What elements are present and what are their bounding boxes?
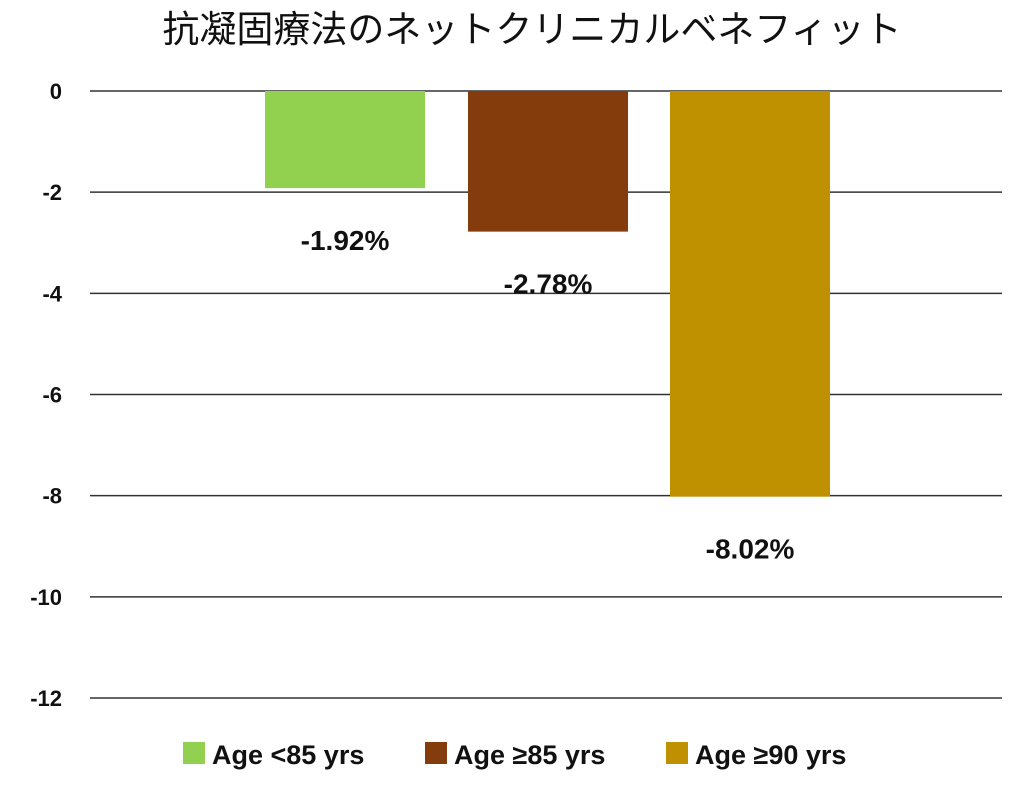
y-tick-label: 0 bbox=[50, 79, 62, 104]
legend-swatch bbox=[425, 742, 447, 764]
bar bbox=[670, 91, 830, 497]
legend-swatch bbox=[666, 742, 688, 764]
bar bbox=[265, 91, 425, 189]
gridlines bbox=[90, 90, 1002, 699]
y-tick-label: -2 bbox=[42, 180, 62, 205]
y-tick-label: -4 bbox=[42, 281, 62, 306]
bar bbox=[468, 91, 628, 232]
bars bbox=[265, 91, 830, 497]
y-tick-label: -10 bbox=[30, 585, 62, 610]
legend-label: Age <85 yrs bbox=[212, 740, 364, 770]
y-axis-tick-labels: 0 -2 -4 -6 -8 -10 -12 bbox=[30, 79, 63, 711]
data-labels: -1.92% -2.78% -8.02% bbox=[301, 225, 795, 565]
data-label: -8.02% bbox=[706, 534, 795, 565]
y-tick-label: -8 bbox=[42, 484, 62, 509]
data-label: -1.92% bbox=[301, 225, 390, 256]
legend-label: Age ≥85 yrs bbox=[454, 740, 605, 770]
legend-label: Age ≥90 yrs bbox=[695, 740, 846, 770]
y-tick-label: -6 bbox=[42, 383, 62, 408]
data-label: -2.78% bbox=[504, 269, 593, 300]
legend-swatch bbox=[183, 742, 205, 764]
y-tick-label: -12 bbox=[30, 686, 62, 711]
legend: Age <85 yrs Age ≥85 yrs Age ≥90 yrs bbox=[183, 740, 846, 770]
chart-title: 抗凝固療法のネットクリニカルベネフィット bbox=[162, 8, 901, 51]
